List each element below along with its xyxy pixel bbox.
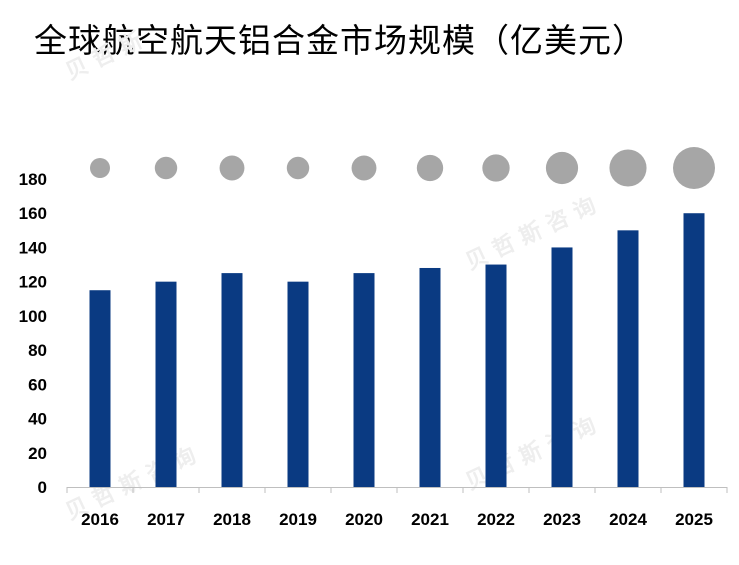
y-tick-label: 0 bbox=[38, 478, 47, 497]
bubble-2022 bbox=[482, 154, 510, 182]
x-tick-label: 2023 bbox=[543, 510, 581, 529]
bar-2024 bbox=[617, 230, 639, 488]
bubble-2016 bbox=[90, 158, 110, 178]
svg-text:贝 哲 斯 咨 询: 贝 哲 斯 咨 询 bbox=[462, 412, 600, 495]
bubble-2021 bbox=[416, 154, 444, 182]
x-tick-label: 2016 bbox=[81, 510, 119, 529]
x-tick-label: 2024 bbox=[609, 510, 647, 529]
y-tick-label: 20 bbox=[28, 444, 47, 463]
y-tick-label: 120 bbox=[19, 273, 47, 292]
bar-2020 bbox=[353, 273, 375, 487]
y-tick-label: 100 bbox=[19, 307, 47, 326]
svg-text:贝 哲 斯 咨 询: 贝 哲 斯 咨 询 bbox=[462, 192, 600, 275]
x-tick-label: 2020 bbox=[345, 510, 383, 529]
x-axis: 2016 2017 2018 2019 2020 2021 2022 2023 2024 2025 bbox=[66, 487, 728, 529]
y-axis: 0 20 40 60 80 100 120 140 160 180 bbox=[19, 170, 47, 497]
bubble-2025 bbox=[673, 147, 715, 189]
svg-text:贝 哲 斯: 贝 哲 斯 bbox=[62, 28, 147, 86]
bubble-2020 bbox=[351, 155, 377, 181]
y-tick-label: 180 bbox=[19, 170, 47, 189]
bar-2025 bbox=[683, 213, 705, 487]
bar-2023 bbox=[551, 247, 573, 487]
bubble-row bbox=[90, 147, 715, 189]
x-tick-label: 2021 bbox=[411, 510, 449, 529]
x-tick-label: 2025 bbox=[675, 510, 713, 529]
bubble-2024 bbox=[609, 149, 647, 187]
x-tick-label: 2017 bbox=[147, 510, 185, 529]
y-tick-label: 140 bbox=[19, 238, 47, 257]
watermark-layer: 贝 哲 斯 咨 询 贝 哲 斯 咨 询 贝 哲 斯 咨 询 贝 哲 斯 bbox=[62, 28, 600, 526]
bar-2016 bbox=[89, 290, 111, 487]
bubble-2023 bbox=[545, 151, 579, 185]
y-tick-label: 80 bbox=[28, 341, 47, 360]
chart-title: 全球航空航天铝合金市场规模（亿美元） bbox=[34, 21, 646, 60]
bar-2018 bbox=[221, 273, 243, 487]
x-tick-label: 2022 bbox=[477, 510, 515, 529]
y-tick-label: 40 bbox=[28, 410, 47, 429]
bar-2021 bbox=[419, 267, 441, 487]
bar-2019 bbox=[287, 281, 309, 487]
y-tick-label: 60 bbox=[28, 375, 47, 394]
bar-series bbox=[89, 213, 705, 488]
bubble-2017 bbox=[154, 156, 178, 180]
y-tick-label: 160 bbox=[19, 204, 47, 223]
bar-2017 bbox=[155, 281, 177, 487]
bubble-2019 bbox=[286, 156, 310, 180]
bubble-2018 bbox=[219, 155, 245, 181]
bar-2022 bbox=[485, 264, 507, 487]
x-tick-label: 2019 bbox=[279, 510, 317, 529]
x-tick-label: 2018 bbox=[213, 510, 251, 529]
